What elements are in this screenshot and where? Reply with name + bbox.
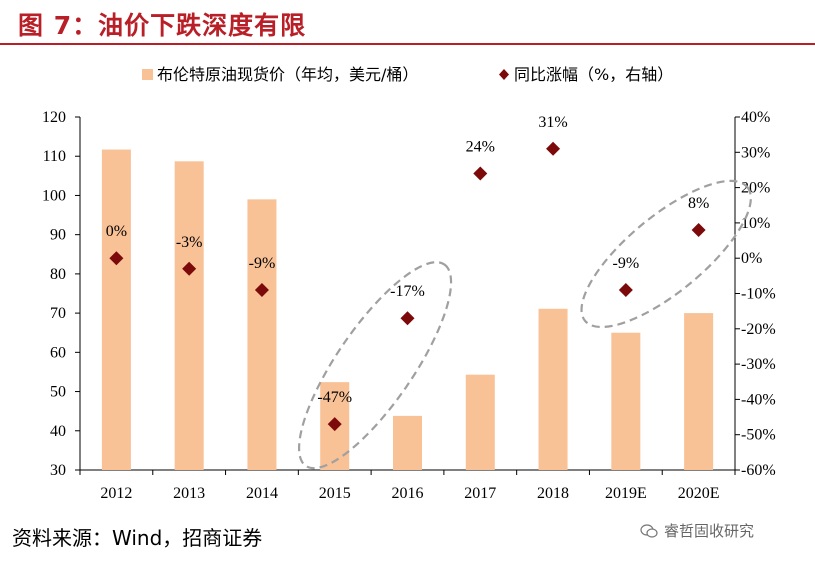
data-label-2012: 0% [106, 223, 127, 240]
page-title: 图 7：油价下跌深度有限 [18, 11, 307, 40]
source-note: 资料来源：Wind，招商证券 [12, 526, 263, 550]
marker-2013 [182, 261, 197, 276]
legend-marker-swatch [499, 69, 509, 80]
data-label-2015: -47% [317, 389, 352, 406]
y-right-tick-label: -20% [741, 321, 776, 338]
bar-2019E [611, 332, 641, 470]
y-right-tick-label: 10% [741, 215, 770, 232]
x-tick-label: 2018 [537, 485, 569, 502]
x-tick-label: 2013 [173, 485, 205, 502]
x-tick-label: 2014 [246, 485, 278, 502]
x-tick-label: 2015 [319, 485, 351, 502]
bar-2017 [465, 374, 495, 470]
marker-2016 [400, 311, 415, 326]
data-label-2016: -17% [390, 283, 425, 300]
annotation-ellipses [297, 179, 752, 470]
axes: 30 40 50 60 70 80 90 100 110 120 -60% -50% -40% -30% -… [42, 109, 776, 502]
bar-2018 [538, 308, 568, 470]
y-right-tick-label: 30% [741, 144, 770, 161]
ellipse-2015-2016 [297, 261, 453, 470]
data-label-2014: -9% [249, 255, 276, 272]
bar-2012 [101, 149, 131, 470]
y-left-tick-label: 100 [42, 187, 66, 204]
data-label-2020E: 8% [688, 195, 709, 212]
marker-2017 [473, 166, 488, 181]
x-tick-label: 2017 [464, 485, 496, 502]
y-right-tick-label: 40% [741, 109, 770, 126]
bar-2014 [247, 199, 277, 470]
y-left-tick-label: 30 [50, 462, 66, 479]
data-label-2019E: -9% [613, 255, 640, 272]
x-tick-label: 2012 [100, 485, 132, 502]
ellipse-2019E-2020E [580, 179, 752, 329]
x-tick-label: 2020E [678, 485, 720, 502]
y-left-tick-label: 70 [50, 305, 66, 322]
wechat-icon [640, 524, 658, 538]
y-right-tick-label: -30% [741, 356, 776, 373]
y-left-tick-label: 90 [50, 227, 66, 244]
y-left-tick-label: 80 [50, 266, 66, 283]
y-left-tick-label: 120 [42, 109, 66, 126]
legend: 布伦特原油现货价（年均，美元/桶） 同比涨幅（%，右轴） [142, 65, 673, 84]
marker-series [109, 141, 706, 432]
marker-2015 [327, 417, 342, 432]
watermark: 睿哲固收研究 [640, 520, 754, 541]
watermark-text: 睿哲固收研究 [664, 522, 755, 540]
y-left-tick-label: 40 [50, 423, 66, 440]
y-left-tick-label: 50 [50, 384, 66, 401]
marker-2014 [254, 282, 269, 297]
x-tick-label: 2019E [605, 485, 647, 502]
y-right-tick-label: -60% [741, 462, 776, 479]
marker-2019E [618, 282, 633, 297]
marker-2018 [546, 141, 561, 156]
marker-2020E [691, 222, 706, 237]
data-label-2017: 24% [466, 138, 495, 155]
y-right-tick-label: 20% [741, 180, 770, 197]
y-right-tick-label: -10% [741, 286, 776, 303]
data-labels: 0% -3% -9% -47% -17% 24% 31% -9% 8% [106, 114, 710, 406]
bar-2016 [393, 415, 422, 470]
y-right-tick-label: 0% [741, 250, 762, 267]
y-left-tick-label: 110 [43, 148, 66, 165]
y-right-tick-label: -50% [741, 427, 776, 444]
bar-series [101, 149, 714, 470]
x-tick-label: 2016 [392, 485, 424, 502]
legend-bar-swatch [142, 69, 153, 80]
legend-marker-label: 同比涨幅（%，右轴） [514, 65, 673, 84]
marker-2012 [109, 251, 124, 266]
data-label-2018: 31% [538, 114, 567, 131]
bar-2013 [174, 161, 204, 470]
legend-bar-label: 布伦特原油现货价（年均，美元/桶） [157, 65, 418, 84]
data-label-2013: -3% [176, 234, 203, 251]
bar-2020E [684, 313, 714, 470]
title-divider [0, 43, 815, 45]
y-left-tick-label: 60 [50, 344, 66, 361]
y-right-tick-label: -40% [741, 391, 776, 408]
